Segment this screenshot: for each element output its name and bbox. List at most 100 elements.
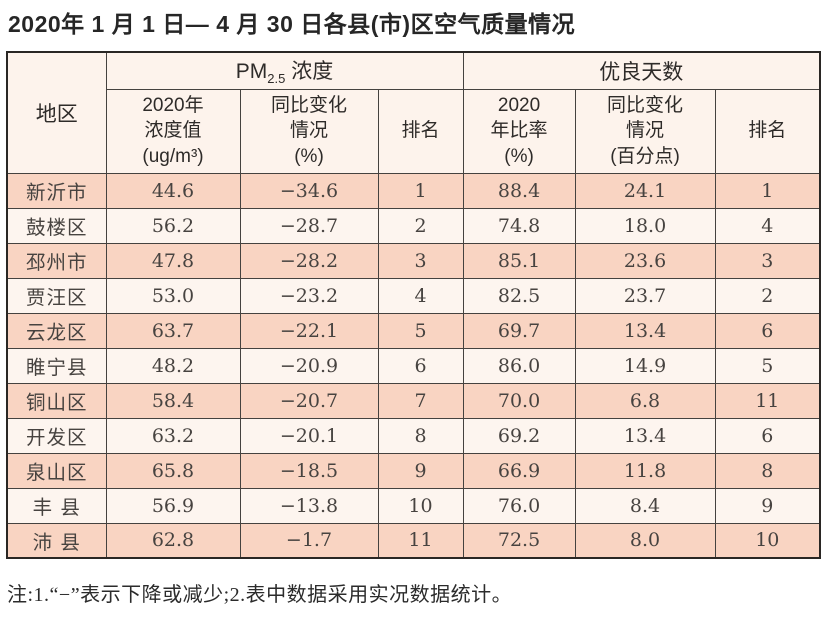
table-row: 鼓楼区 56.2 −28.7 2 74.8 18.0 4 [6,207,821,244]
good-change-cell: 8.4 [574,487,716,524]
good-rate-cell: 72.5 [462,522,576,559]
pm-rank-cell: 11 [377,522,464,559]
pm-change-cell: −20.7 [239,382,379,419]
good-rank-cell: 8 [714,452,821,489]
good-rate-cell: 85.1 [462,242,576,279]
table-row: 贾汪区 53.0 −23.2 4 82.5 23.7 2 [6,277,821,314]
region-cell: 新沂市 [6,172,107,209]
good-rate-cell: 82.5 [462,277,576,314]
good-rate-cell: 69.2 [462,417,576,454]
pm-change-cell: −18.5 [239,452,379,489]
good-rank-cell: 6 [714,417,821,454]
good-rank-cell: 5 [714,347,821,384]
region-cell: 云龙区 [6,312,107,349]
good-change-cell: 23.6 [574,242,716,279]
good-rank-cell: 3 [714,242,821,279]
pm-rank-cell: 8 [377,417,464,454]
region-cell: 贾汪区 [6,277,107,314]
good-rate-cell: 70.0 [462,382,576,419]
pm-change-cell: −13.8 [239,487,379,524]
good-rate-cell: 76.0 [462,487,576,524]
table-row: 邳州市 47.8 −28.2 3 85.1 23.6 3 [6,242,821,279]
pm-value-cell: 62.8 [105,522,241,559]
good-rank-cell: 2 [714,277,821,314]
good-change-cell: 8.0 [574,522,716,559]
pm25-label-subscript: 2.5 [267,71,286,87]
good-change-cell: 18.0 [574,207,716,244]
header-pm-rank: 排名 [377,88,464,174]
pm-value-cell: 63.7 [105,312,241,349]
pm-rank-cell: 4 [377,277,464,314]
good-rank-cell: 10 [714,522,821,559]
pm-rank-cell: 10 [377,487,464,524]
pm-value-cell: 53.0 [105,277,241,314]
good-rank-cell: 11 [714,382,821,419]
pm-rank-cell: 6 [377,347,464,384]
good-rank-cell: 6 [714,312,821,349]
table-header: 地区 PM2.5 浓度 优良天数 2020年 浓度值 (ug/m³) 同比变化 … [6,51,821,174]
table-row: 泉山区 65.8 −18.5 9 66.9 11.8 8 [6,452,821,489]
pm-change-cell: −28.2 [239,242,379,279]
pm-value-cell: 48.2 [105,347,241,384]
good-rate-cell: 69.7 [462,312,576,349]
region-cell: 睢宁县 [6,347,107,384]
air-quality-table: 地区 PM2.5 浓度 优良天数 2020年 浓度值 (ug/m³) 同比变化 … [6,51,822,559]
good-rate-cell: 66.9 [462,452,576,489]
region-cell: 沛 县 [6,522,107,559]
pm-change-cell: −23.2 [239,277,379,314]
good-rank-cell: 4 [714,207,821,244]
region-cell: 丰 县 [6,487,107,524]
header-good-rate: 2020 年比率 (%) [462,88,576,174]
table-row: 睢宁县 48.2 −20.9 6 86.0 14.9 5 [6,347,821,384]
pm-change-cell: −22.1 [239,312,379,349]
header-group-good-days: 优良天数 [462,51,821,90]
good-change-cell: 11.8 [574,452,716,489]
pm-change-cell: −20.1 [239,417,379,454]
pm-value-cell: 63.2 [105,417,241,454]
pm-value-cell: 58.4 [105,382,241,419]
region-cell: 泉山区 [6,452,107,489]
header-good-rank: 排名 [714,88,821,174]
pm-value-cell: 56.2 [105,207,241,244]
pm-change-cell: −20.9 [239,347,379,384]
pm-value-cell: 47.8 [105,242,241,279]
pm-value-cell: 56.9 [105,487,241,524]
header-region: 地区 [6,51,107,174]
table-body: 新沂市 44.6 −34.6 1 88.4 24.1 1 鼓楼区 56.2 −28.7 2 74.8 1… [6,172,821,559]
pm-rank-cell: 3 [377,242,464,279]
pm-rank-cell: 9 [377,452,464,489]
region-cell: 鼓楼区 [6,207,107,244]
good-rate-cell: 74.8 [462,207,576,244]
good-rate-cell: 88.4 [462,172,576,209]
page-title: 2020年 1 月 1 日— 4 月 30 日各县(市)区空气质量情况 [8,11,576,37]
region-cell: 开发区 [6,417,107,454]
good-rate-cell: 86.0 [462,347,576,384]
header-sub-row: 2020年 浓度值 (ug/m³) 同比变化 情况 (%) 排名 2020 年比… [7,88,821,174]
pm-change-cell: −34.6 [239,172,379,209]
region-cell: 邳州市 [6,242,107,279]
region-cell: 铜山区 [6,382,107,419]
table-row: 开发区 63.2 −20.1 8 69.2 13.4 6 [6,417,821,454]
header-pm-change: 同比变化 情况 (%) [239,88,379,174]
pm25-label-suffix: 浓度 [285,60,334,84]
good-change-cell: 13.4 [574,417,716,454]
footnote: 注:1.“−”表示下降或减少;2.表中数据采用实况数据统计。 [7,584,513,606]
pm-rank-cell: 2 [377,207,464,244]
header-pm-value: 2020年 浓度值 (ug/m³) [105,88,241,174]
table-row: 沛 县 62.8 −1.7 11 72.5 8.0 10 [6,522,821,559]
header-group-pm25: PM2.5 浓度 [105,51,464,90]
pm-change-cell: −1.7 [239,522,379,559]
header-good-change: 同比变化 情况 (百分点) [574,88,716,174]
pm-value-cell: 65.8 [105,452,241,489]
pm-rank-cell: 5 [377,312,464,349]
good-change-cell: 24.1 [574,172,716,209]
pm-value-cell: 44.6 [105,172,241,209]
table-row: 新沂市 44.6 −34.6 1 88.4 24.1 1 [6,172,821,209]
pm-rank-cell: 7 [377,382,464,419]
table-row: 云龙区 63.7 −22.1 5 69.7 13.4 6 [6,312,821,349]
good-rank-cell: 1 [714,172,821,209]
good-change-cell: 13.4 [574,312,716,349]
good-change-cell: 23.7 [574,277,716,314]
pm-change-cell: −28.7 [239,207,379,244]
header-group-row: 地区 PM2.5 浓度 优良天数 [6,51,821,174]
